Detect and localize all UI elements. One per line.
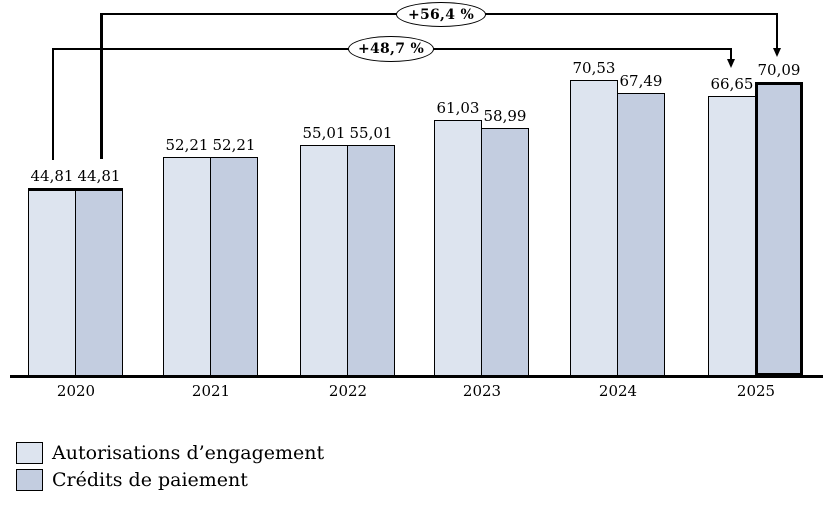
bar-2025-autorisations [708,96,756,376]
x-axis-label-2022: 2022 [328,382,368,400]
value-label-2023-autorisations: 61,03 [436,99,480,117]
bar-2024-autorisations [570,80,618,376]
value-label-2023-credits: 58,99 [483,107,527,125]
annotation-line-56-left-vertical [100,13,103,159]
legend-swatch-autorisations [16,442,43,464]
legend-item-credits: Crédits de paiement [16,469,248,491]
value-label-2021-autorisations: 52,21 [165,136,209,154]
value-label-2024-credits: 67,49 [619,72,663,90]
value-label-2022-autorisations: 55,01 [302,124,346,142]
value-label-2025-credits: 70,09 [757,61,801,79]
bar-2025-credits [755,82,803,376]
annotation-badge-56-label: +56,4 % [407,6,475,23]
value-label-2024-autorisations: 70,53 [572,59,616,77]
bar-2022-credits [347,145,395,376]
bar-2021-credits [210,157,258,376]
annotation-arrow-56-icon [772,48,781,57]
x-axis-label-2020: 2020 [56,382,96,400]
annotation-arrow-48-icon [726,59,735,68]
annotation-line-48-right-vertical [730,48,732,61]
x-axis-line [10,375,823,378]
bar-2023-credits [481,128,529,376]
value-label-2020-autorisations: 44,81 [30,167,74,185]
x-axis-label-2021: 2021 [191,382,231,400]
x-axis-label-2025: 2025 [736,382,776,400]
annotation-line-56-right-vertical [776,13,778,50]
annotation-badge-48: +48,7 % [348,36,434,62]
legend-label-credits: Crédits de paiement [52,469,248,491]
legend-swatch-credits [16,469,43,491]
bar-2024-credits [617,93,665,376]
bar-2020-autorisations [28,188,76,376]
value-label-2025-autorisations: 66,65 [710,75,754,93]
x-axis-label-2024: 2024 [598,382,638,400]
annotation-badge-56: +56,4 % [396,2,486,27]
bar-2021-autorisations [163,157,211,376]
value-label-2020-credits: 44,81 [77,167,121,185]
bar-2023-autorisations [434,120,482,376]
value-label-2022-credits: 55,01 [349,124,393,142]
annotation-line-48-left-vertical [52,48,54,160]
bar-2022-autorisations [300,145,348,376]
legend-label-autorisations: Autorisations d’engagement [52,442,325,464]
annotation-badge-48-label: +48,7 % [357,41,425,57]
bar-2020-credits [75,188,123,376]
x-axis-label-2023: 2023 [462,382,502,400]
value-label-2021-credits: 52,21 [212,136,256,154]
legend-item-autorisations: Autorisations d’engagement [16,442,324,464]
